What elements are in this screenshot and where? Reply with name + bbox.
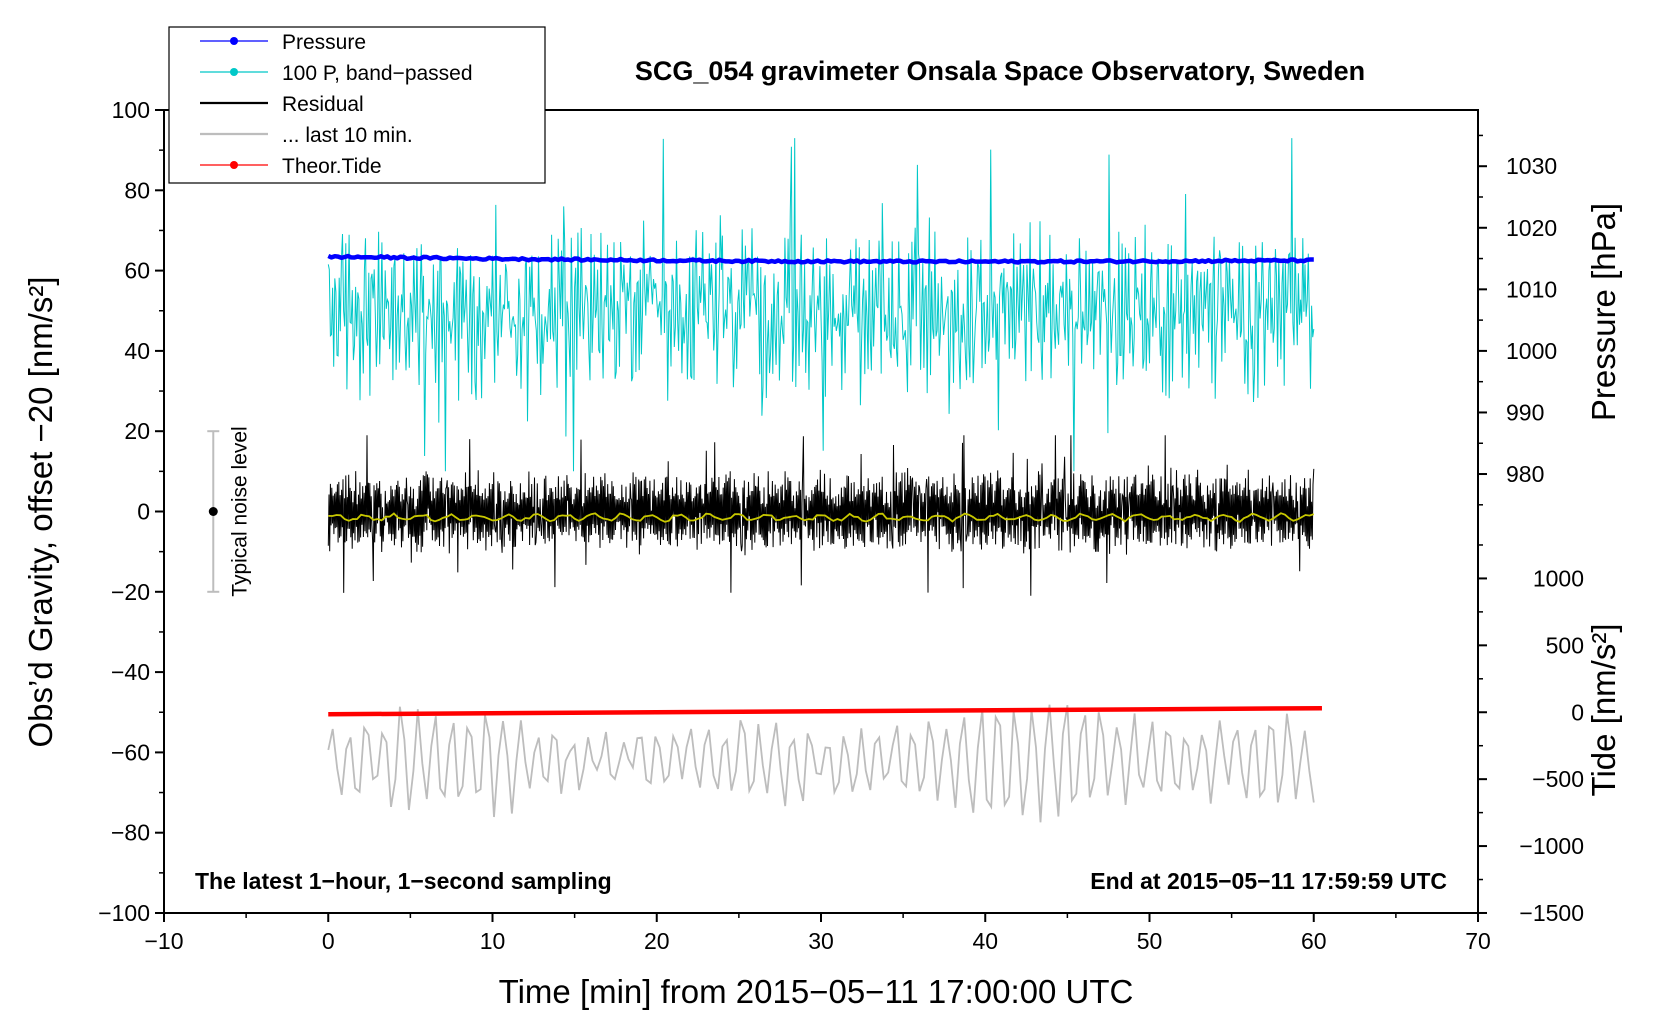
noise-bar-label: Typical noise level	[228, 426, 251, 596]
pressure-tick-label: 1020	[1506, 215, 1557, 241]
x-tick-label: 50	[1137, 928, 1163, 954]
legend-box	[168, 26, 546, 184]
legend-marker	[230, 68, 238, 76]
legend-entry-label: Residual	[282, 93, 364, 116]
chart-title: SCG_054 gravimeter Onsala Space Observat…	[635, 56, 1365, 86]
x-tick-label: 20	[644, 928, 670, 954]
y-tick-label: 60	[124, 258, 150, 284]
y-tick-label: −60	[111, 739, 150, 765]
y-tick-label: 20	[124, 418, 150, 444]
x-tick-label: 0	[322, 928, 335, 954]
y-tick-label: −20	[111, 579, 150, 605]
noise-bar-center-dot	[208, 507, 218, 516]
legend-entry-label: ... last 10 min.	[282, 124, 413, 147]
pressure-tick-label: 980	[1506, 461, 1544, 487]
tide-tick-label: −500	[1532, 766, 1584, 792]
legend: Pressure 100 P, band−passed Residual ... la…	[168, 26, 546, 184]
legend-marker	[230, 37, 238, 45]
x-tick-label: 70	[1465, 928, 1491, 954]
legend-entry-label: 100 P, band−passed	[282, 62, 473, 85]
x-tick-label: 30	[808, 928, 834, 954]
y-tick-label: 80	[124, 177, 150, 203]
series-pressure-bandpassed	[327, 138, 1315, 472]
tide-tick-label: −1500	[1519, 900, 1584, 926]
legend-entry-label: Theor.Tide	[282, 155, 382, 178]
x-tick-label: 10	[480, 928, 506, 954]
x-tick-label: 60	[1301, 928, 1327, 954]
x-axis-label: Time [min] from 2015−05−11 17:00:00 UTC	[499, 973, 1134, 1010]
tide-tick-label: 500	[1546, 632, 1584, 658]
series-residual-smoothed	[328, 512, 1315, 523]
noise-level-bar: Typical noise level	[207, 426, 251, 597]
x-tick-label: 40	[972, 928, 998, 954]
annotation-sampling: The latest 1−hour, 1−second sampling	[195, 868, 612, 894]
legend-entry-label: Pressure	[282, 31, 366, 54]
series-theoretical-tide	[328, 705, 1322, 717]
series-last-10-min	[327, 704, 1315, 823]
pressure-tick-label: 1000	[1506, 338, 1557, 364]
y-tick-label: −80	[111, 820, 150, 846]
y-axis-label-pressure: Pressure [hPa]	[1585, 203, 1622, 421]
tide-tick-label: 0	[1571, 699, 1584, 725]
y-axis-label-tide: Tide [nm/s²]	[1585, 624, 1622, 797]
series-residual	[327, 435, 1315, 596]
pressure-tick-label: 1010	[1506, 276, 1557, 302]
y-tick-label: −100	[98, 900, 150, 926]
pressure-tick-label: 1030	[1506, 153, 1557, 179]
tide-tick-label: −1000	[1519, 833, 1584, 859]
y-tick-label: −40	[111, 659, 150, 685]
pressure-tick-label: 990	[1506, 399, 1544, 425]
y-tick-label: 100	[112, 97, 150, 123]
y-tick-label: 0	[137, 499, 150, 525]
series-pressure	[327, 253, 1314, 265]
y-tick-label: 40	[124, 338, 150, 364]
x-tick-label: −10	[144, 928, 183, 954]
annotation-end-time: End at 2015−05−11 17:59:59 UTC	[1090, 868, 1447, 894]
tide-tick-label: 1000	[1533, 565, 1584, 591]
y-axis-label-left: Obs’d Gravity, offset −20 [nm/s²]	[22, 276, 59, 747]
legend-marker	[230, 161, 238, 169]
